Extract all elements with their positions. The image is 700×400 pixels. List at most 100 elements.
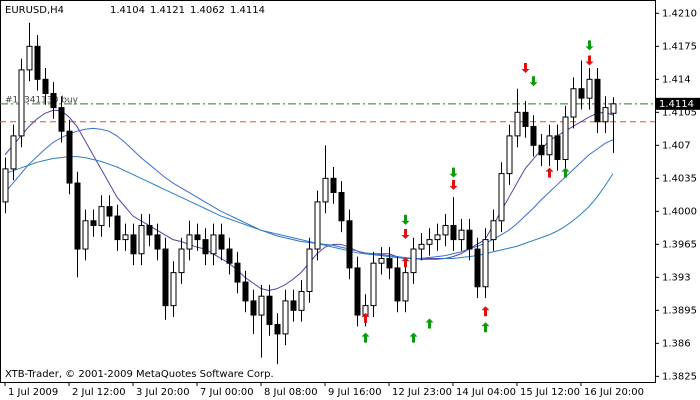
candle-body [602,107,609,123]
candle-body [194,234,201,241]
candle-body [282,300,289,335]
x-tick-label: 7 Jul 00:00 [200,387,254,398]
candle-body [354,267,361,316]
header-value: 1.4062 [190,5,225,16]
candle-body [466,229,473,250]
candle-body [210,234,217,255]
candle-body [130,234,137,255]
candle-body [338,191,345,222]
order-label: #19341130 buy [5,96,79,106]
candle-body [82,220,89,250]
candle-body [386,257,393,269]
candle-body [330,177,337,193]
candle-body [506,135,513,175]
signal-arrow [449,167,458,178]
candle-body [66,130,73,184]
candle-body [394,267,401,302]
candle-body [562,116,569,160]
candle-body [346,220,353,269]
y-tick-label: 1.414 [662,74,691,85]
candle-body [50,92,57,109]
copyright: XTB-Trader, © 2001-2009 MetaQuotes Softw… [5,369,274,380]
candle-body [410,248,417,274]
chart-title: EURUSD,H4 [5,5,64,16]
candle-body [498,173,505,222]
candle-body [242,281,249,302]
candle-body [274,323,281,335]
candle-body [26,45,33,71]
candle-body [18,69,25,137]
candle-body [146,224,153,236]
signal-arrow [481,322,490,333]
y-tick-label: 1.4035 [662,173,697,184]
candle-body [218,234,225,250]
candle-body [162,248,169,307]
y-tick-label: 1.4000 [662,206,697,217]
x-tick-label: 9 Jul 16:00 [328,387,382,398]
signal-arrow [401,228,410,239]
candle-body [554,135,561,160]
x-tick-label: 12 Jul 23:00 [392,387,452,398]
candle-body [322,177,329,203]
candle-body [538,144,545,156]
y-tick-label: 1.393 [662,272,691,283]
y-tick-label: 1.3825 [662,371,697,382]
x-tick-label: 3 Jul 20:00 [136,387,190,398]
candle-body [450,224,457,241]
signal-arrow [561,167,570,178]
candle-body [418,243,425,250]
signal-arrow [401,257,410,268]
y-tick-label: 1.4175 [662,41,697,52]
price-box [655,97,700,110]
header-value: 1.4121 [150,5,185,16]
candle-body [474,248,481,288]
signal-arrow [425,318,434,329]
y-tick-label: 1.4210 [662,8,697,19]
candle-body [490,220,497,241]
candle-body [402,272,409,302]
price-box-label: 1.4114 [659,99,694,110]
header-value: 1.4104 [110,5,145,16]
candle-body [546,135,553,156]
candle-body [170,272,177,307]
candle-body [578,88,585,99]
candle-body [522,111,529,127]
candle-body [154,234,161,250]
signal-arrow [361,312,370,323]
signal-arrow [481,306,490,317]
x-tick-label: 2 Jul 12:00 [72,387,126,398]
candle-body [42,78,49,94]
header-value: 1.4114 [230,5,265,16]
candle-body [34,45,41,80]
candle-body [514,111,521,137]
x-tick-label: 8 Jul 08:00 [264,387,318,398]
x-tick-label: 16 Jul 20:00 [584,387,644,398]
candle-body [378,257,385,264]
candle-body [202,239,209,255]
signal-arrow [401,214,410,225]
y-tick-label: 1.386 [662,338,691,349]
candle-body [434,234,441,241]
candle-body [138,224,145,255]
y-tick-label: 1.4105 [662,107,697,118]
x-tick-label: 1 Jul 2009 [8,387,58,398]
candle-body [290,300,297,311]
y-tick-label: 1.407 [662,140,691,151]
signal-arrow [409,332,418,343]
candle-body [234,262,241,283]
y-tick-label: 1.3895 [662,305,697,316]
candle-body [258,295,265,316]
signal-arrow [545,167,554,178]
candle-body [226,248,233,264]
y-tick-label: 1.3965 [662,239,697,250]
candle-body [306,248,313,292]
candle-body [530,125,537,146]
signal-arrow [585,40,594,51]
candle-body [74,182,81,250]
candle-body [298,290,305,311]
candle-body [426,239,433,245]
candle-body [482,239,489,288]
candle-body [266,295,273,325]
candle-body [178,248,185,274]
candle-body [594,78,601,123]
